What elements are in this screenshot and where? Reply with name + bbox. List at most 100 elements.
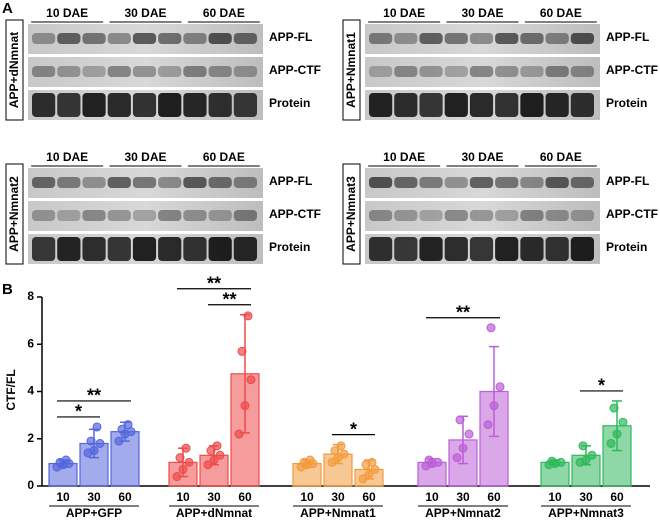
data-point: [305, 455, 315, 465]
blot-band: [82, 237, 106, 261]
blot-band: [369, 237, 393, 261]
significance-label: *: [350, 419, 357, 439]
blot-band: [419, 93, 443, 117]
x-tick-label: 30: [456, 490, 470, 504]
x-tick-label: 30: [207, 490, 221, 504]
blot-band: [82, 33, 106, 44]
data-point: [489, 401, 499, 411]
blot-band: [208, 93, 232, 117]
data-point: [587, 450, 597, 460]
data-point: [237, 346, 247, 356]
timepoint-label: 10 DAE: [383, 150, 425, 164]
band-label: APP-CTF: [269, 207, 321, 221]
blot-band: [82, 177, 106, 188]
data-point: [433, 457, 443, 467]
blot-band: [570, 177, 594, 188]
blot-band: [495, 210, 519, 221]
genotype-label: APP+Nmnat2: [5, 163, 24, 265]
blot-band: [545, 33, 569, 44]
blot-band: [495, 66, 519, 77]
data-point: [547, 456, 557, 466]
group-label: APP+Nmnat1: [300, 506, 376, 520]
blot-band: [520, 177, 544, 188]
panel-letter: A: [2, 0, 13, 17]
blot-band: [545, 237, 569, 261]
data-point: [209, 455, 219, 465]
x-tick-label: 10: [56, 490, 70, 504]
data-point: [612, 429, 622, 439]
data-point: [246, 375, 256, 385]
timepoint-label: 30 DAE: [461, 6, 503, 20]
significance-label: **: [87, 386, 101, 406]
blot-band: [107, 66, 131, 77]
band-label: APP-FL: [269, 30, 312, 44]
data-point: [452, 453, 462, 463]
group-label: APP+dNmnat: [176, 506, 252, 520]
blot-band: [57, 93, 81, 117]
blot-band: [369, 33, 393, 44]
blot-band: [570, 33, 594, 44]
blot-band: [183, 66, 207, 77]
blot-band: [132, 177, 157, 188]
significance-label: **: [222, 289, 236, 309]
blot-band: [57, 33, 81, 44]
blot-band: [520, 93, 544, 117]
blot-band: [545, 210, 569, 221]
blot-strip: [365, 57, 600, 87]
data-point: [123, 420, 133, 430]
data-point: [581, 455, 591, 465]
blot-band: [369, 93, 393, 117]
band-label: Protein: [269, 96, 310, 110]
data-point: [86, 436, 96, 446]
blot-band: [132, 237, 157, 261]
blot-band: [444, 93, 468, 117]
blot-band: [520, 66, 544, 77]
blot-band: [32, 33, 56, 44]
data-point: [618, 417, 628, 427]
x-tick-label: 60: [362, 490, 376, 504]
blot-band: [107, 33, 131, 44]
blot-band: [469, 66, 494, 77]
x-tick-label: 10: [176, 490, 190, 504]
blot-band: [233, 177, 257, 188]
blot-band: [394, 210, 418, 221]
significance-label: **: [456, 302, 470, 322]
data-point: [336, 441, 346, 451]
blot-band: [233, 66, 257, 77]
y-tick-label: 6: [27, 336, 34, 350]
x-tick-label: 30: [579, 490, 593, 504]
blot-band: [132, 33, 157, 44]
blot-band: [419, 177, 443, 188]
blot-band: [57, 210, 81, 221]
x-tick-label: 30: [331, 490, 345, 504]
x-tick-label: 60: [238, 490, 252, 504]
group-label: APP+GFP: [66, 506, 122, 520]
band-label: Protein: [606, 240, 647, 254]
x-tick-label: 60: [610, 490, 624, 504]
blot-band: [82, 210, 106, 221]
y-tick-label: 4: [27, 384, 34, 398]
label-box: [342, 19, 361, 121]
genotype-text: APP+dNmnat: [7, 32, 21, 108]
blot-band: [183, 210, 207, 221]
blot-band: [208, 210, 232, 221]
data-point: [172, 472, 182, 482]
blot-band: [233, 93, 257, 117]
y-tick-label: 2: [27, 431, 34, 445]
timepoint-label: 60 DAE: [540, 6, 582, 20]
blot-band: [495, 33, 519, 44]
blot-band: [469, 237, 494, 261]
blot-band: [570, 93, 594, 117]
blot-band: [419, 237, 443, 261]
blot-band: [82, 66, 106, 77]
blot-band: [158, 177, 182, 188]
genotype-label: APP+Nmnat1: [342, 19, 361, 121]
blot-band: [158, 33, 182, 44]
blot-band: [469, 210, 494, 221]
timepoint-label: 10 DAE: [383, 6, 425, 20]
blot-band: [82, 93, 106, 117]
data-point: [483, 420, 493, 430]
blot-band: [158, 210, 182, 221]
blot-strip: [365, 24, 600, 54]
data-point: [578, 441, 588, 451]
